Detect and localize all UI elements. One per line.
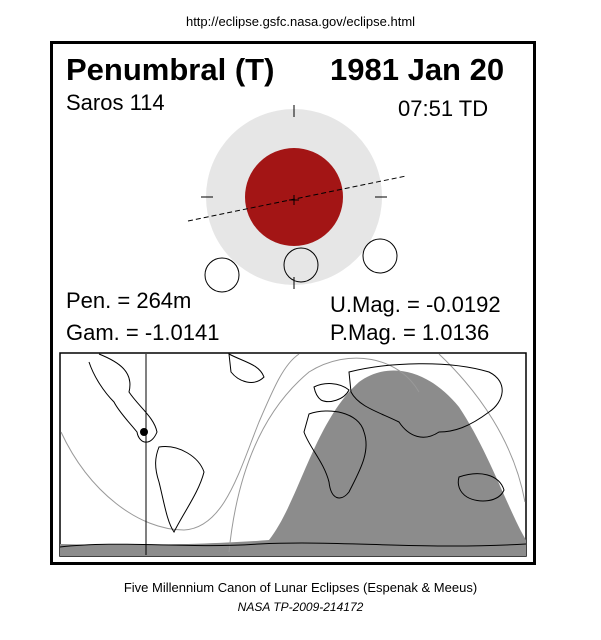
eclipse-time: 07:51 TD — [398, 96, 489, 121]
europe — [313, 383, 350, 403]
umbral-magnitude: U.Mag. = -0.0192 — [330, 292, 501, 317]
canon-citation: Five Millennium Canon of Lunar Eclipses … — [123, 580, 478, 595]
eclipse-geometry-diagram — [187, 105, 407, 293]
greenland — [228, 353, 265, 383]
gamma-value: Gam. = -1.0141 — [66, 320, 220, 345]
eclipse-frame — [50, 41, 536, 565]
south-america — [155, 446, 205, 533]
moon-path-line — [187, 175, 407, 222]
moon-position-p1 — [204, 257, 240, 293]
africa — [303, 410, 367, 499]
australia — [457, 473, 505, 502]
antarctica — [59, 542, 527, 548]
saros-number: Saros 114 — [66, 90, 165, 115]
eclipse-date: 1981 Jan 20 — [330, 52, 505, 87]
asia — [348, 363, 503, 438]
moon-position-greatest — [283, 247, 319, 283]
visibility-world-map — [59, 352, 527, 557]
greatest-eclipse-point — [140, 428, 148, 436]
axis-tick-marks — [201, 105, 387, 289]
visibility-region — [60, 370, 526, 556]
moon-position-p4 — [362, 238, 398, 274]
source-url: http://eclipse.gsfc.nasa.gov/eclipse.htm… — [185, 14, 416, 29]
penumbral-duration: Pen. = 264m — [66, 288, 192, 313]
moon-contact-positions — [204, 238, 398, 293]
eclipse-type: Penumbral (T) — [66, 52, 275, 87]
publication-id: NASA TP-2009-214172 — [237, 600, 364, 614]
penumbral-magnitude: P.Mag. = 1.0136 — [330, 320, 490, 345]
